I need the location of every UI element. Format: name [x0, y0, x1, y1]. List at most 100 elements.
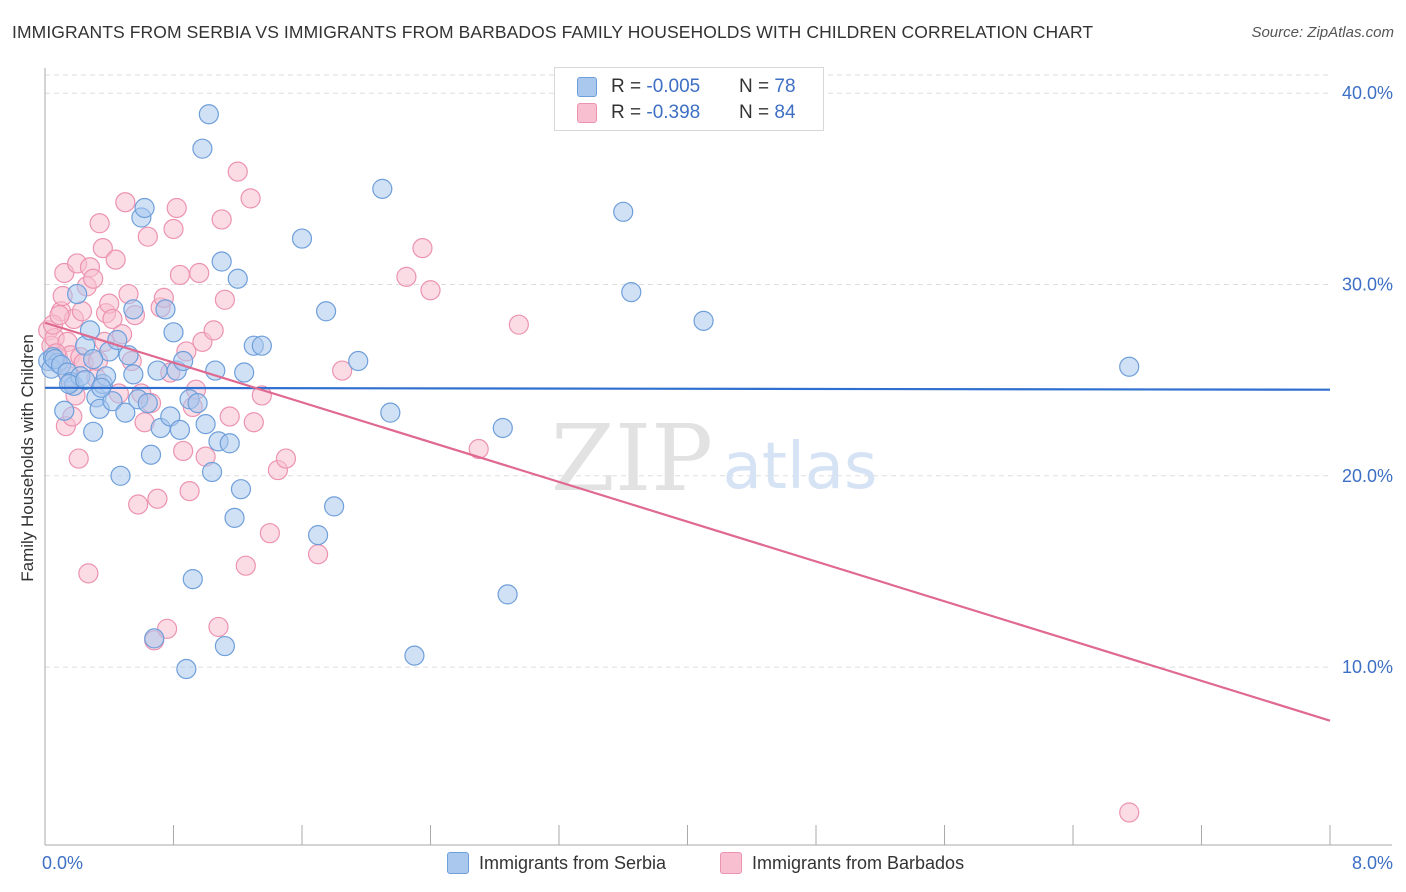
serbia-point [67, 283, 88, 305]
serbia-point [613, 201, 634, 222]
serbia-point [1119, 356, 1140, 377]
y-axis-label: Family Households with Children [18, 334, 37, 582]
barbados-point [169, 264, 191, 286]
serbia-point [155, 299, 176, 320]
serbia-point [140, 444, 162, 465]
chart-title: IMMIGRANTS FROM SERBIA VS IMMIGRANTS FRO… [12, 22, 1094, 42]
barbados-point [508, 314, 529, 335]
legend-serbia-n-label: N = [739, 76, 770, 97]
watermark: ZIP atlas [551, 405, 877, 512]
barbados-point [137, 226, 158, 247]
correlation-legend: R = -0.005 N = 78 R = -0.398 N = 84 [554, 67, 824, 131]
serbia-point [169, 419, 191, 440]
serbia-point [380, 402, 401, 423]
serbia-point [324, 496, 345, 517]
legend-barbados-r-label: R = [611, 102, 647, 123]
serbia-point [307, 524, 329, 546]
barbados-point [163, 218, 184, 240]
barbados-point [49, 304, 70, 326]
serbia-point [102, 391, 123, 412]
barbados-point [307, 544, 329, 565]
y-tick-label: 20.0% [1342, 466, 1393, 486]
serbia-point [173, 350, 194, 372]
serbia-point [214, 635, 235, 657]
x-tick-label-max: 8.0% [1352, 853, 1393, 873]
barbados-point [173, 440, 194, 462]
serbia-point [134, 197, 155, 219]
x-tick-label-min: 0.0% [42, 853, 83, 873]
serbia-point [205, 360, 226, 381]
legend-row-barbados: R = -0.398 N = 84 [577, 101, 796, 125]
serbia-point [137, 392, 158, 414]
barbados-point [89, 213, 110, 234]
serbia-point [372, 178, 393, 199]
serbia-point [234, 362, 255, 383]
serbia-point [291, 228, 313, 249]
barbados-point [396, 266, 417, 287]
serbia-point [144, 628, 165, 649]
bottom-legend-serbia: Immigrants from Serbia [447, 852, 666, 874]
barbados-point [227, 161, 248, 182]
barbados-point [332, 360, 353, 381]
serbia-point [83, 348, 104, 370]
bottom-legend-swatch-serbia [447, 852, 469, 874]
barbados-point [115, 192, 136, 213]
barbados-point [189, 262, 210, 284]
barbados-point [105, 249, 126, 270]
legend-swatch-barbados [577, 103, 597, 123]
y-tick-label: 30.0% [1342, 274, 1393, 294]
serbia-point [348, 350, 369, 372]
serbia-point [251, 335, 272, 356]
serbia-point [115, 402, 136, 423]
barbados-point [240, 188, 261, 209]
barbados-point [208, 616, 229, 638]
bottom-legend-barbados: Immigrants from Barbados [720, 852, 964, 874]
barbados-point [179, 480, 200, 502]
barbados-point [420, 280, 441, 301]
axes [44, 68, 1392, 846]
legend-serbia-r-label: R = [611, 76, 647, 97]
serbia-point [83, 421, 104, 442]
barbados-point [211, 209, 232, 230]
serbia-point [693, 310, 714, 331]
y-tick-label: 10.0% [1342, 657, 1393, 677]
serbia-point [192, 138, 213, 159]
barbados-point [166, 197, 187, 219]
barbados-point [71, 301, 93, 322]
serbia-point [163, 322, 184, 343]
barbados-point [128, 494, 149, 515]
serbia-point [219, 433, 240, 454]
legend-row-serbia: R = -0.005 N = 78 [577, 75, 796, 99]
y-tick-label: 40.0% [1342, 83, 1393, 103]
legend-barbados-r-value: -0.398 [646, 102, 701, 123]
serbia-point [176, 658, 197, 680]
serbia-point [110, 465, 131, 486]
trend-lines [44, 321, 1331, 722]
serbia-points [38, 104, 1140, 680]
legend-barbados-n-value: 84 [774, 102, 796, 123]
serbia-point [54, 400, 75, 421]
barbados-point [219, 406, 240, 427]
serbia-point [492, 417, 513, 439]
tick-labels: 10.0% 20.0% 30.0% 40.0% 0.0% 8.0% [42, 83, 1393, 873]
chart-source: Source: ZipAtlas.com [1251, 24, 1394, 41]
serbia-point [123, 299, 144, 320]
barbados-point [412, 238, 433, 259]
barbados-point [203, 320, 224, 341]
serbia-point [404, 645, 425, 666]
bottom-legend-label-serbia: Immigrants from Serbia [479, 852, 667, 873]
barbados-point [243, 412, 264, 433]
legend-barbados-n-label: N = [739, 102, 770, 123]
serbia-point [315, 301, 337, 322]
bottom-legend-label-barbados: Immigrants from Barbados [752, 852, 965, 873]
serbia-point [621, 282, 642, 303]
serbia-point [195, 414, 216, 435]
serbia-point [147, 360, 168, 381]
barbados-trend-line [44, 321, 1331, 722]
serbia-point [182, 568, 203, 590]
barbados-point [1119, 802, 1140, 823]
legend-serbia-r-value: -0.005 [646, 76, 701, 97]
serbia-point [123, 364, 144, 385]
barbados-point [259, 523, 280, 544]
